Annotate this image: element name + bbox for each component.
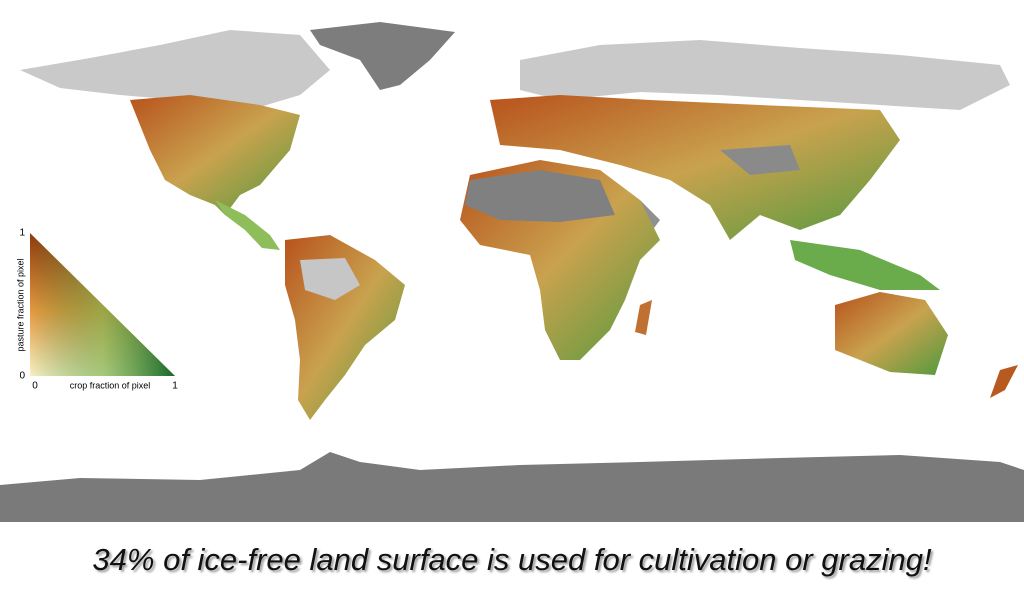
australia	[835, 292, 948, 375]
greenland	[310, 22, 455, 90]
amazon	[300, 258, 360, 300]
tibet	[720, 145, 800, 175]
legend-y-min: 0	[19, 371, 25, 382]
legend-y-max: 1	[19, 228, 25, 239]
central-america	[215, 200, 280, 250]
legend-triangle-overlay	[30, 233, 175, 376]
legend: 1 0 0 1 crop fraction of pixel pasture f…	[0, 215, 190, 395]
eurasia	[490, 95, 900, 240]
legend-x-max: 1	[172, 381, 178, 392]
legend-x-label: crop fraction of pixel	[70, 380, 151, 390]
southeast-asia	[790, 240, 940, 290]
north-america	[130, 95, 300, 215]
caption: 34% of ice-free land surface is used for…	[92, 542, 932, 577]
sahara	[465, 170, 615, 222]
world-map: 1 0 0 1 crop fraction of pixel pasture f…	[0, 22, 1024, 522]
legend-x-min: 0	[32, 381, 38, 392]
new-zealand	[990, 365, 1018, 398]
legend-y-label: pasture fraction of pixel	[15, 258, 25, 351]
antarctica	[0, 452, 1024, 522]
madagascar	[635, 300, 652, 335]
